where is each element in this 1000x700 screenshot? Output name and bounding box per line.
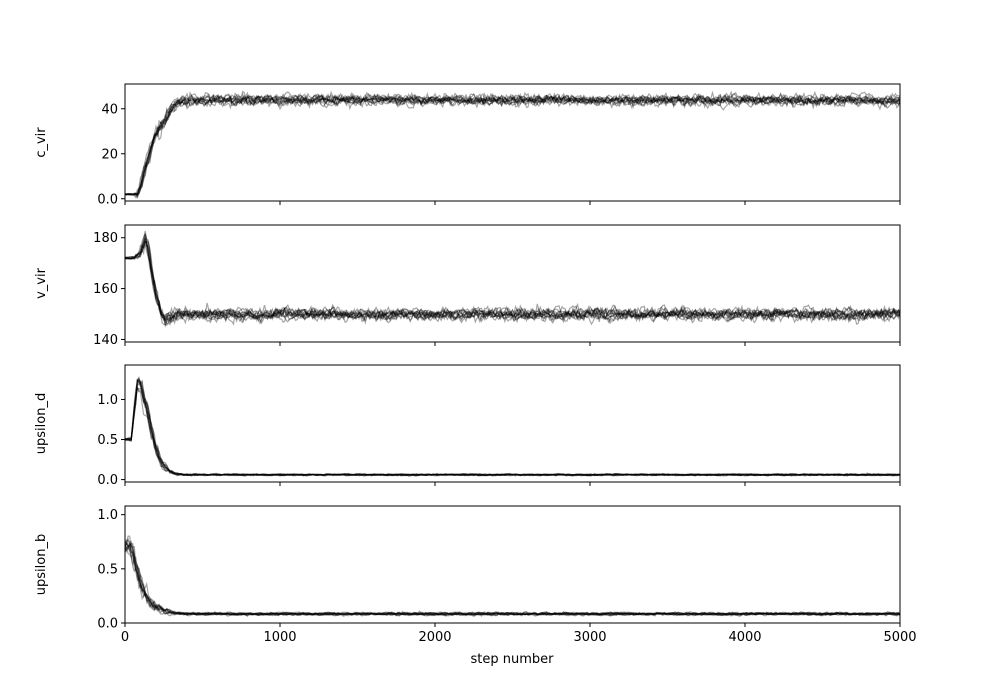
panel-upsilon_b: 0.0 0.5 1.0 0 1000 2000 3000 4000 5000 upsilon_b [34,505,917,645]
x-tick-label: 4000 [728,630,761,645]
walker-trace [125,237,900,328]
walker-trace [125,378,900,477]
walker-trace [125,378,900,477]
walker-trace [125,236,900,325]
y-tick-label: 1.0 [97,393,118,408]
walker-trace [125,540,900,617]
walker-trace [125,92,900,200]
axes-frame [124,224,901,343]
walker-trace [125,241,900,327]
y-tick-label: 40 [101,102,118,117]
y-tick-label: 0.0 [97,617,118,632]
walker-trace [125,91,900,197]
walker-trace [125,240,900,326]
walker-trace [125,92,900,199]
panel-upsilon_d: 0.0 0.5 1.0 upsilon_d [34,364,901,488]
walker-trace [125,91,900,196]
panel-c_vir: 0.0 20 40 c_vir [34,83,901,207]
walker-trace [125,375,900,477]
y-tick-label: 0.5 [97,562,118,577]
walker-trace [125,387,900,477]
walker-trace [125,233,900,324]
walker-trace [125,382,900,477]
walker-trace [125,535,900,617]
y-axis-label: upsilon_b [34,534,49,595]
y-tick-label: 1.0 [97,508,118,523]
walker-trace [125,540,900,617]
x-tick-label: 2000 [418,630,451,645]
y-tick-label: 140 [93,333,118,348]
x-axis-label: step number [471,652,555,667]
walker-trace [125,92,900,196]
walker-trace [125,542,900,617]
walker-traces [125,535,900,618]
walker-trace [125,378,900,477]
walker-trace [125,234,900,325]
walker-trace [125,542,900,617]
walker-trace [125,543,900,618]
walker-traces [125,375,900,477]
walker-trace [125,230,900,325]
x-tick-label: 1000 [263,630,296,645]
y-tick-label: 0.5 [97,433,118,448]
walker-trace [125,539,900,617]
walker-trace [125,545,900,617]
axes-frame [124,364,901,483]
axes-frame [124,83,901,202]
walker-trace [125,545,900,618]
walker-trace [125,92,900,196]
walker-trace [125,376,900,477]
y-tick-label: 0.0 [97,192,118,207]
walker-trace [125,243,900,325]
walker-trace [125,240,900,326]
x-tick-label: 3000 [573,630,606,645]
panel-v_vir: 140 160 180 v_vir [34,224,901,348]
y-axis-label: upsilon_d [34,393,49,454]
walker-trace [125,91,900,197]
walker-traces [125,230,900,328]
axes-frame [124,505,901,624]
y-tick-label: 20 [101,147,118,162]
x-tick-label: 5000 [883,630,916,645]
walker-trace [125,542,900,617]
walker-trace [125,90,900,195]
walker-trace [125,380,900,477]
walker-traces [125,90,900,200]
walker-trace [125,232,900,326]
walker-trace [125,544,900,617]
y-tick-label: 160 [93,282,118,297]
y-tick-label: 0.0 [97,473,118,488]
y-tick-label: 180 [93,231,118,246]
walker-trace [125,91,900,196]
walker-trace [125,239,900,324]
walker-trace [125,385,900,477]
x-tick-label: 0 [121,630,129,645]
walker-trace [125,380,900,477]
walker-trace [125,387,900,477]
trace-panels: 0.0 20 40 c_vir 140 160 180 v_vir 0.0 0.5 1.0 upsil… [34,83,917,645]
walker-trace [125,90,900,195]
y-axis-label: v_vir [34,267,49,298]
walker-trace [125,91,900,196]
y-axis-label: c_vir [34,127,49,158]
walker-trace [125,238,900,323]
walker-trace [125,90,900,198]
walker-trace [125,537,900,617]
walker-trace [125,379,900,477]
